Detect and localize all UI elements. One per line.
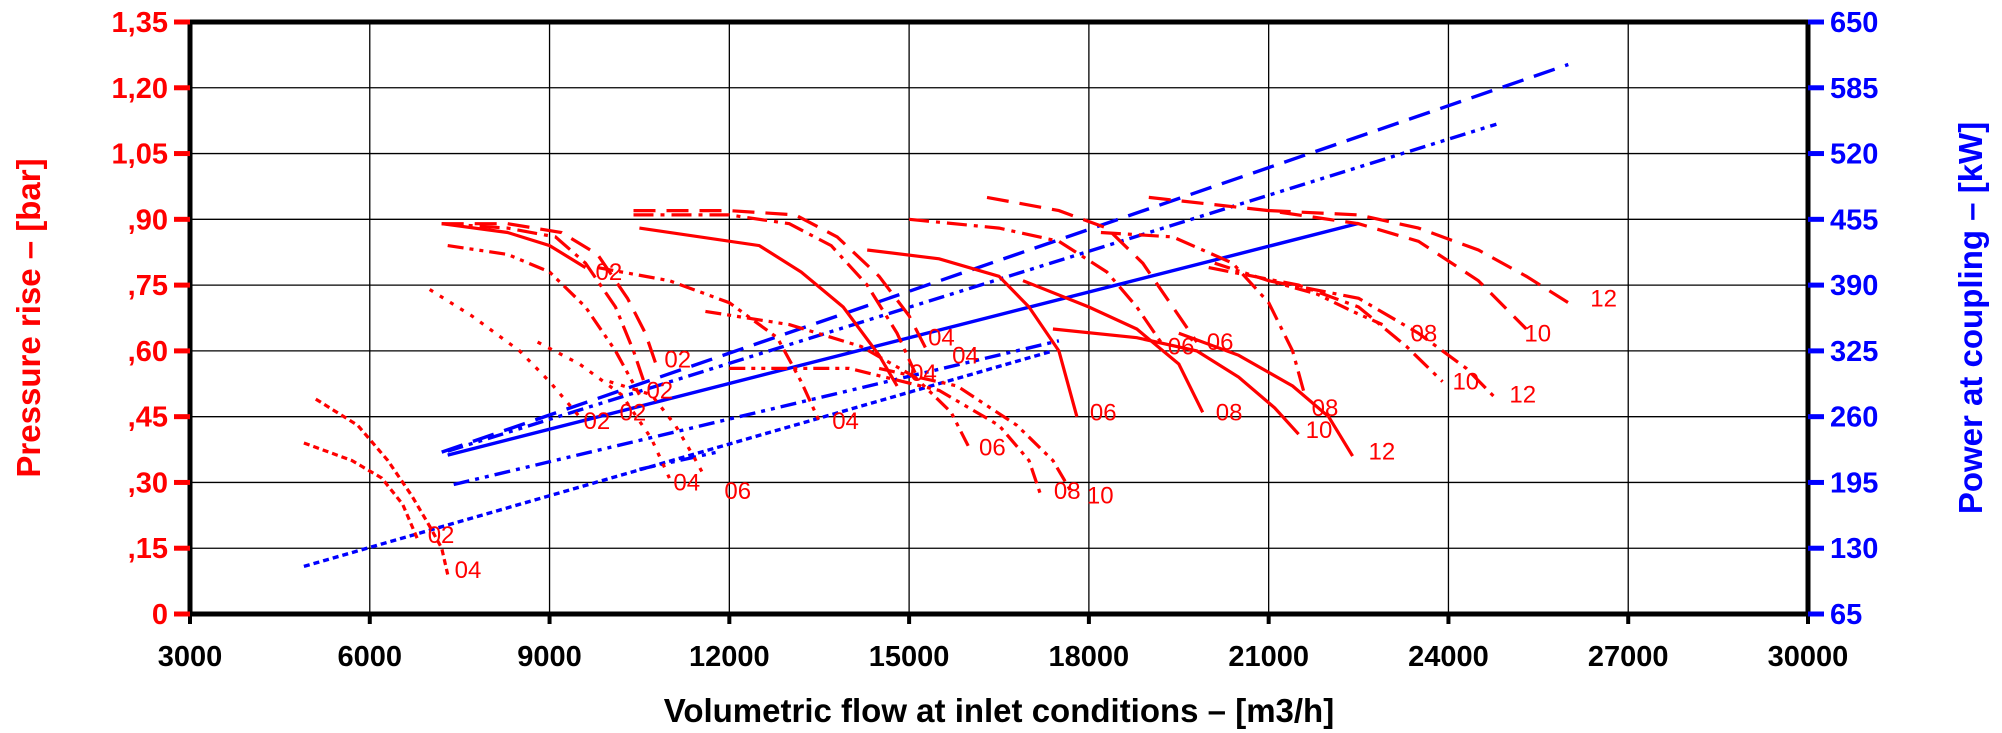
curve-label-13: 04 (928, 325, 955, 352)
x-axis-title: Volumetric flow at inlet conditions – [m… (664, 692, 1334, 729)
y-right-tick-label-0: 65 (1830, 599, 1862, 631)
x-tick-label-9: 30000 (1768, 641, 1849, 673)
y-right-tick-label-5: 390 (1830, 270, 1878, 302)
power-curves (303, 62, 1569, 569)
y-left-tick-label-9: 1,35 (112, 7, 168, 39)
pressure-curve-20 (908, 217, 1163, 344)
curve-label-16: 06 (1090, 399, 1117, 426)
pressure-curve-9 (597, 266, 821, 422)
curve-label-5: 02 (619, 399, 646, 426)
pressure-curve-21 (986, 195, 1199, 344)
curve-label-10: 06 (979, 434, 1006, 461)
pressure-curve-22 (1100, 230, 1307, 396)
x-tick-label-7: 24000 (1408, 641, 1489, 673)
curve-label-22: 08 (1312, 395, 1339, 422)
pressure-curve-11 (729, 366, 1043, 497)
curve-label-4: 06 (724, 478, 751, 505)
y-left-tick-label-4: ,60 (128, 336, 168, 368)
axis-tick-labels: 3000 6000 9000 12000 15000 18000 21000 24000 270… (112, 7, 1879, 673)
curve-label-27: 12 (1590, 285, 1617, 312)
pressure-curve-26 (1148, 195, 1528, 331)
curve-label-1: 02 (428, 522, 455, 549)
axis-ticks (174, 19, 1824, 624)
curve-label-9: 04 (832, 408, 859, 435)
x-tick-label-3: 12000 (689, 641, 770, 673)
curve-label-8: 02 (596, 259, 623, 286)
curve-label-23: 08 (1410, 320, 1437, 347)
curve-label-12: 10 (1087, 483, 1114, 510)
pressure-curve-16 (867, 248, 1079, 418)
pressure-curve-13 (633, 213, 917, 374)
y-right-tick-label-8: 585 (1830, 73, 1878, 105)
curve-label-17: 08 (1216, 399, 1243, 426)
power-curve-0 (441, 62, 1569, 454)
y-right-tick-label-2: 195 (1830, 467, 1878, 499)
pressure-curve-25 (1268, 279, 1498, 401)
pressure-curve-10 (705, 309, 971, 449)
pressure-curve-3 (536, 340, 671, 479)
power-curve-3 (453, 339, 1060, 487)
curve-label-25: 12 (1509, 382, 1536, 409)
pressure-curve-24 (1208, 266, 1444, 383)
y-right-tick-label-7: 520 (1830, 139, 1878, 171)
plot-frame (187, 19, 1811, 617)
pressure-curve-2 (428, 288, 581, 418)
pressure-curve-12 (878, 366, 1073, 493)
pressure-curve-5 (447, 244, 641, 396)
y-right-tick-label-9: 650 (1830, 7, 1878, 39)
pressure-curve-1 (303, 441, 420, 541)
y-right-axis-title: Power at coupling – [kW] (1952, 122, 1989, 514)
pressure-curve-18 (1052, 327, 1300, 436)
y-right-tick-label-1: 130 (1830, 533, 1878, 565)
y-right-tick-label-4: 325 (1830, 336, 1878, 368)
curve-label-3: 04 (673, 469, 700, 496)
y-left-tick-label-7: 1,05 (112, 139, 168, 171)
pressure-curves (303, 195, 1570, 575)
curve-label-11: 08 (1054, 478, 1081, 505)
y-left-tick-label-3: ,45 (128, 402, 168, 434)
y-left-tick-label-0: 0 (152, 599, 168, 631)
curve-label-18: 10 (1306, 417, 1333, 444)
y-left-tick-label-5: ,75 (128, 270, 168, 302)
pressure-curve-23 (1214, 261, 1384, 327)
x-tick-label-6: 21000 (1228, 641, 1309, 673)
x-tick-label-2: 9000 (517, 641, 582, 673)
pressure-curve-27 (1268, 209, 1570, 305)
curve-label-19: 12 (1369, 439, 1396, 466)
pressure-curve-15 (639, 226, 899, 387)
y-left-tick-label-1: ,15 (128, 533, 168, 565)
curve-label-6: 02 (646, 377, 673, 404)
curve-label-0: 04 (455, 557, 482, 584)
curve-label-2: 02 (584, 408, 611, 435)
y-right-tick-label-3: 260 (1830, 402, 1878, 434)
pressure-curve-8 (441, 222, 587, 269)
y-left-tick-label-6: ,90 (128, 204, 168, 236)
pressure-curve-17 (1022, 279, 1205, 414)
power-curve-2 (447, 122, 1497, 453)
pressure-curve-14 (633, 209, 929, 352)
curve-label-26: 10 (1524, 320, 1551, 347)
power-curve-1 (447, 221, 1360, 457)
power-curve-5 (639, 450, 718, 471)
curve-label-21: 06 (1207, 329, 1234, 356)
curve-label-14: 04 (952, 342, 979, 369)
curve-label-20: 06 (1168, 334, 1195, 361)
x-tick-label-4: 15000 (869, 641, 950, 673)
x-tick-label-5: 18000 (1049, 641, 1130, 673)
y-left-tick-label-2: ,30 (128, 467, 168, 499)
x-tick-label-8: 27000 (1588, 641, 1669, 673)
x-tick-label-0: 3000 (158, 641, 223, 673)
curve-label-7: 02 (664, 347, 691, 374)
curve-label-15: 04 (910, 360, 937, 387)
x-tick-label-1: 6000 (338, 641, 403, 673)
y-left-tick-label-8: 1,20 (112, 73, 168, 105)
y-left-axis-title: Pressure rise – [bar] (10, 158, 47, 477)
pressure-curve-6 (441, 222, 647, 387)
y-right-tick-label-6: 455 (1830, 204, 1878, 236)
pressure-curve-19 (1178, 331, 1354, 457)
curve-label-24: 10 (1452, 369, 1479, 396)
